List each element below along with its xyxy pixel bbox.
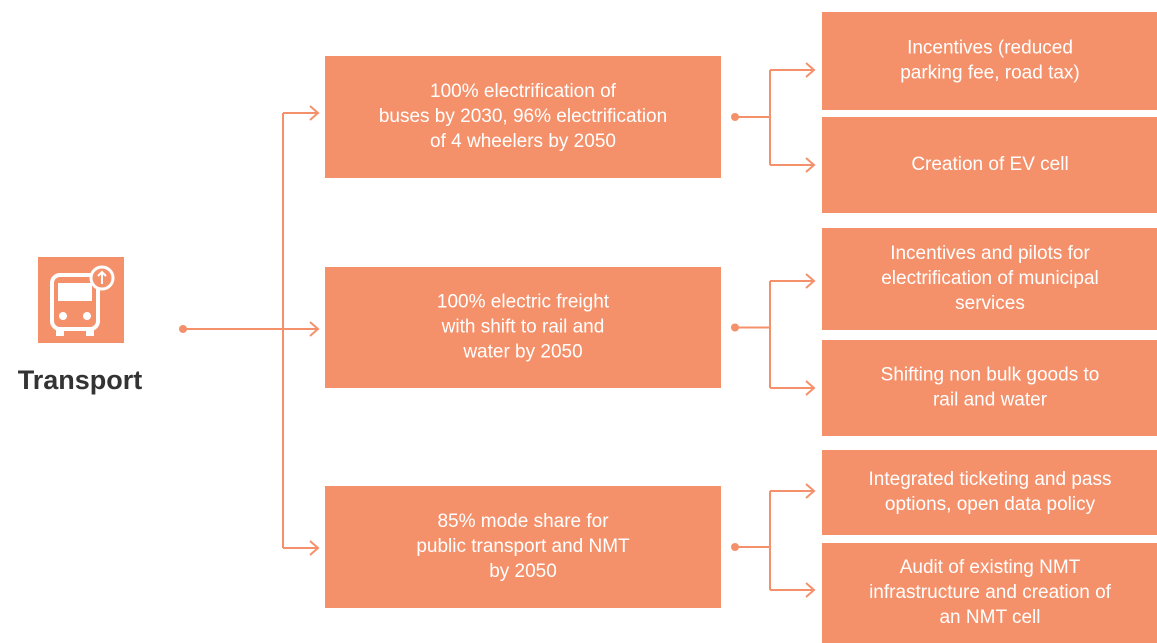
- goal-box: [325, 267, 721, 388]
- goal-text: water by 2050: [462, 342, 582, 363]
- action-text: rail and water: [933, 390, 1048, 411]
- action-text: an NMT cell: [939, 607, 1040, 628]
- connector: [735, 273, 816, 396]
- arrow-heads: [309, 105, 320, 556]
- connector: [735, 62, 816, 173]
- action-text: Shifting non bulk goods to: [881, 365, 1100, 386]
- action-box: [822, 340, 1157, 436]
- action-text: services: [955, 293, 1025, 314]
- action-text: Incentives (reduced: [907, 38, 1073, 59]
- goal-text: 100% electrification of: [430, 81, 617, 102]
- goal-text: by 2050: [489, 561, 557, 582]
- action-text: infrastructure and creation of: [869, 582, 1112, 603]
- action-text: options, open data policy: [885, 494, 1096, 515]
- action-text: electrification of municipal: [881, 268, 1099, 289]
- action-box: [822, 12, 1157, 110]
- connector: [735, 483, 816, 598]
- title: Transport: [18, 365, 143, 395]
- goal-text: 100% electric freight: [437, 292, 610, 313]
- transport-icon: [38, 257, 124, 343]
- action-text: Incentives and pilots for: [890, 243, 1090, 264]
- goal-box: [325, 56, 721, 178]
- action-text: Audit of existing NMT: [900, 557, 1081, 578]
- action-box: [822, 117, 1157, 213]
- goal-text: of 4 wheelers by 2050: [430, 131, 616, 152]
- goal-box: [325, 486, 721, 608]
- goal-text: buses by 2030, 96% electrification: [379, 106, 667, 127]
- action-text: parking fee, road tax): [900, 63, 1080, 84]
- goal-text: with shift to rail and: [441, 317, 605, 338]
- goal-text: 85% mode share for: [437, 511, 609, 532]
- action-text: Integrated ticketing and pass: [869, 469, 1112, 490]
- action-box: [822, 450, 1157, 535]
- action-box: [822, 228, 1157, 330]
- connector: [183, 112, 318, 549]
- action-box: [822, 543, 1157, 643]
- goal-text: public transport and NMT: [416, 536, 630, 557]
- action-text: Creation of EV cell: [911, 154, 1068, 175]
